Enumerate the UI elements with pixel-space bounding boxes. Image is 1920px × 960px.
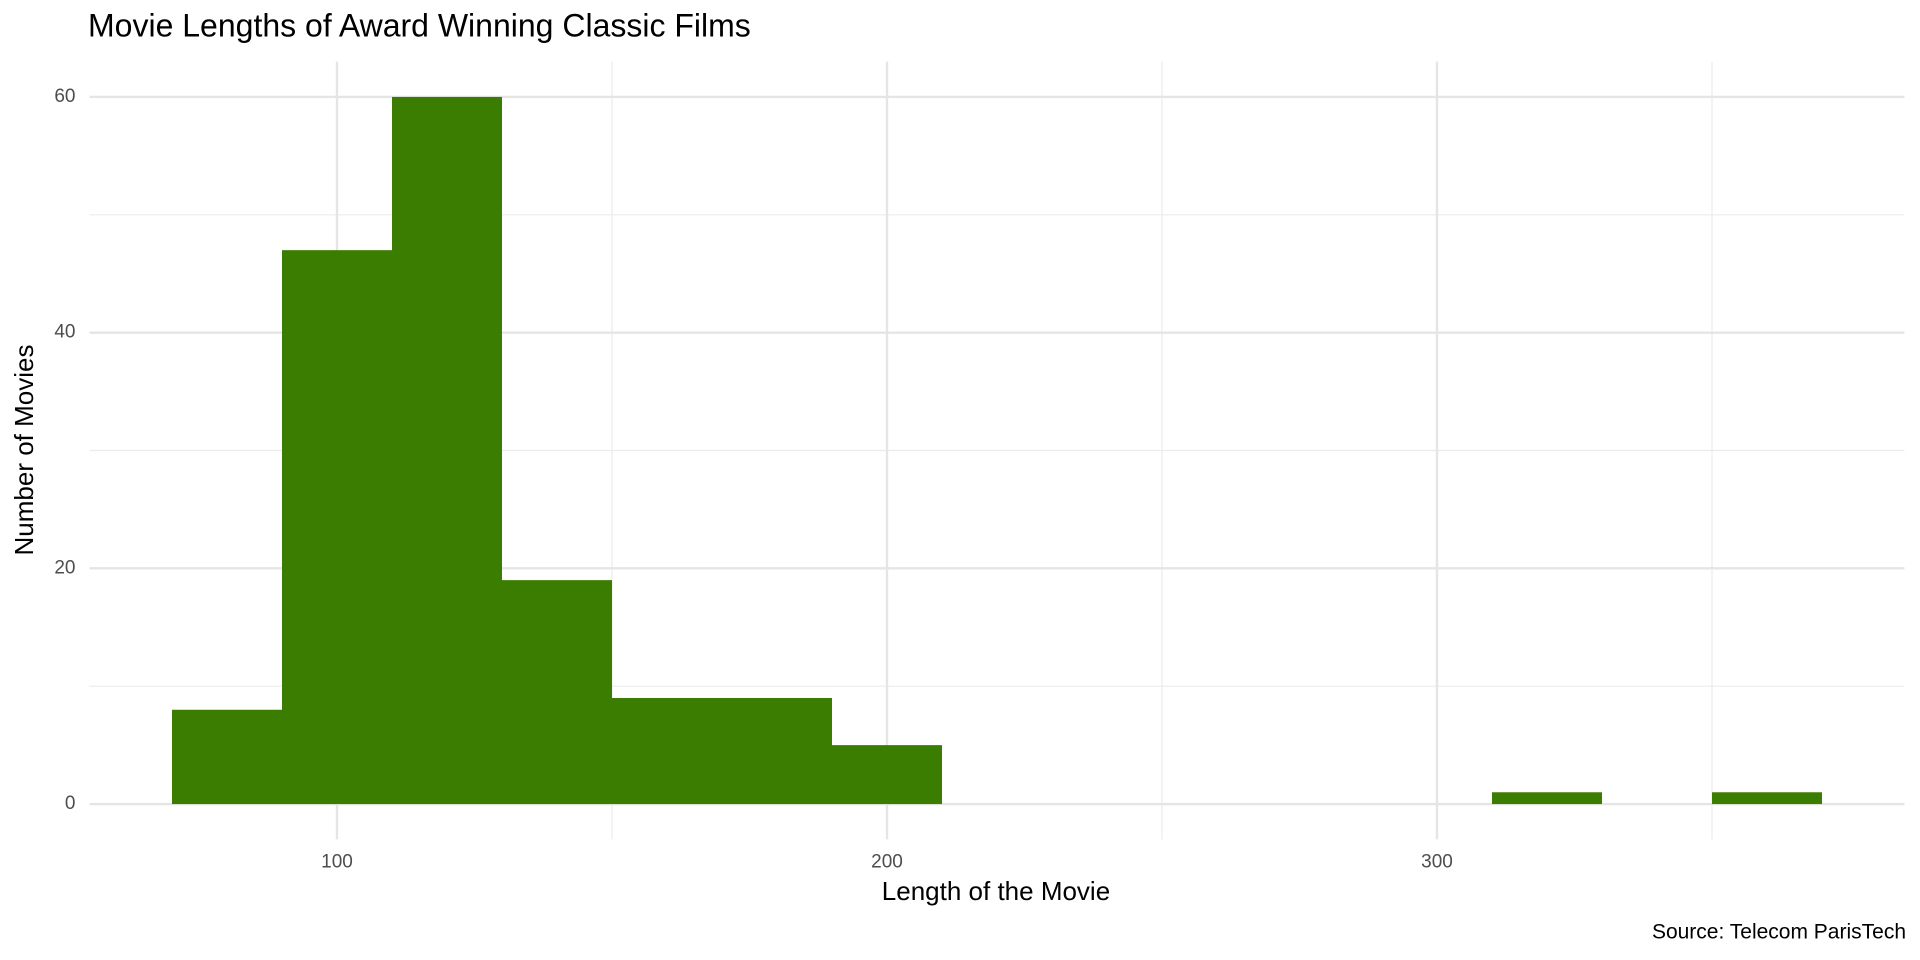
x-tick-label: 100: [321, 851, 353, 872]
bar: [722, 697, 832, 805]
bar: [612, 697, 722, 805]
bar: [282, 250, 392, 805]
bar: [1492, 792, 1602, 805]
caption: Source: Telecom ParisTech: [1652, 921, 1906, 944]
bar: [1712, 792, 1822, 805]
x-tick-label: 200: [871, 851, 903, 872]
y-tick-label: 40: [54, 322, 75, 343]
x-axis-title: Length of the Movie: [882, 876, 1110, 906]
bar: [502, 580, 612, 805]
bar: [172, 709, 282, 805]
y-axis-title: Number of Movies: [9, 345, 39, 556]
y-tick-label: 0: [65, 793, 76, 814]
y-tick-label: 60: [54, 86, 75, 107]
chart-title: Movie Lengths of Award Winning Classic F…: [88, 7, 751, 43]
y-tick-label: 20: [54, 557, 75, 578]
bar: [392, 96, 502, 805]
bar: [832, 745, 942, 805]
x-tick-label: 300: [1421, 851, 1453, 872]
